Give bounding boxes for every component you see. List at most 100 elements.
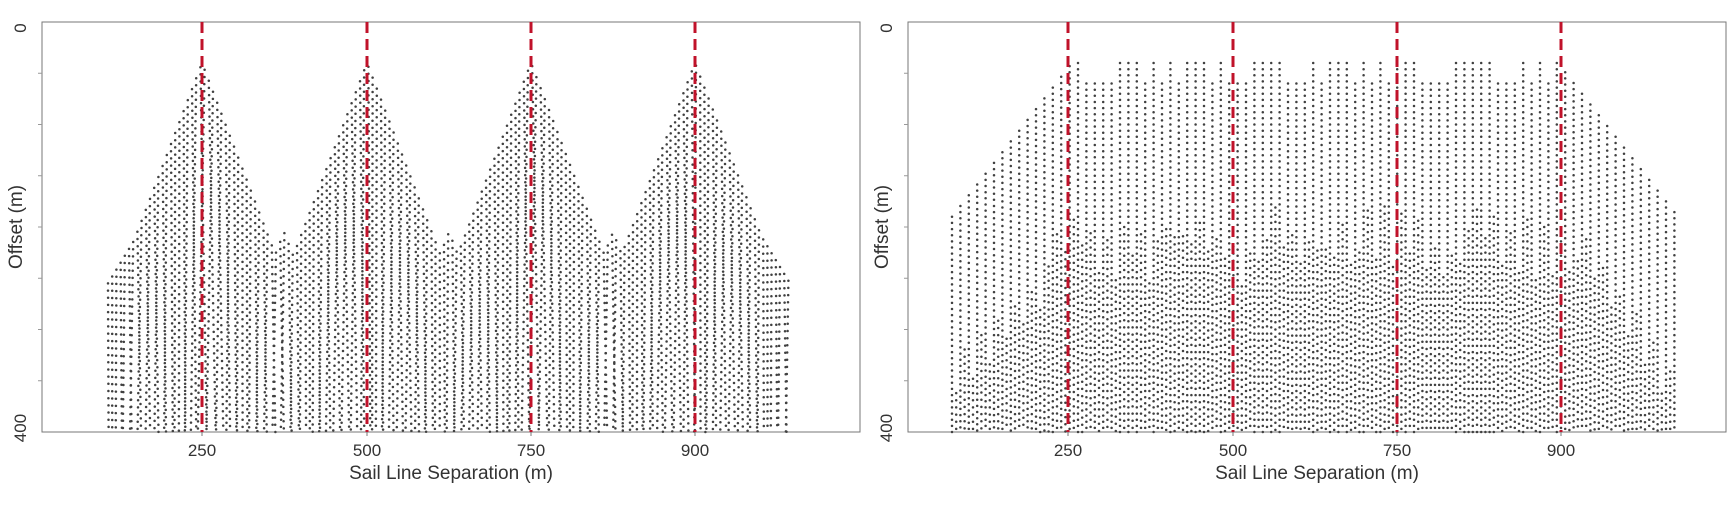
scatter-point (353, 288, 357, 292)
scatter-point (558, 414, 561, 417)
scatter-point (408, 211, 411, 214)
scatter-point (642, 348, 646, 352)
scatter-point (245, 250, 249, 253)
scatter-point (586, 308, 590, 311)
scatter-point (675, 192, 678, 196)
scatter-point (523, 248, 527, 252)
scatter-point (137, 287, 140, 291)
scatter-point (374, 424, 378, 428)
scatter-point (288, 307, 291, 310)
scatter-point (635, 263, 639, 266)
scatter-point (604, 351, 608, 355)
scatter-point (362, 367, 365, 370)
scatter-point (169, 149, 173, 153)
scatter-point (532, 233, 535, 237)
scatter-point (265, 401, 268, 405)
scatter-point (501, 293, 505, 296)
scatter-point (281, 325, 284, 328)
scatter-point (131, 283, 134, 287)
scatter-point (487, 311, 490, 315)
scatter-point (352, 234, 355, 238)
scatter-point (361, 269, 364, 273)
scatter-point (335, 224, 338, 228)
scatter-point (177, 321, 181, 325)
scatter-point (204, 360, 207, 363)
scatter-point (660, 344, 663, 347)
scatter-point (461, 338, 464, 342)
scatter-point (216, 334, 219, 338)
scatter-point (375, 194, 378, 198)
scatter-point (478, 305, 482, 308)
scatter-point (494, 351, 498, 354)
scatter-point (676, 167, 680, 171)
scatter-point (236, 185, 240, 188)
scatter-point (619, 300, 623, 303)
scatter-point (572, 232, 576, 235)
scatter-point (595, 391, 598, 394)
scatter-point (517, 177, 520, 181)
scatter-point (565, 411, 569, 414)
scatter-point (130, 319, 134, 323)
scatter-point (248, 339, 251, 343)
scatter-point (522, 306, 526, 309)
scatter-point (612, 305, 615, 308)
scatter-point (597, 416, 600, 419)
scatter-point (578, 357, 581, 361)
scatter-point (649, 294, 653, 298)
scatter-point (368, 266, 371, 269)
scatter-point (346, 346, 349, 349)
scatter-point (165, 182, 168, 185)
scatter-point (484, 179, 488, 182)
scatter-point (649, 384, 653, 387)
scatter-point (220, 323, 223, 327)
scatter-point (497, 196, 500, 200)
scatter-point (551, 141, 555, 144)
scatter-point (588, 311, 591, 315)
scatter-point (494, 315, 498, 318)
scatter-point (660, 387, 664, 391)
scatter-point (383, 173, 386, 177)
scatter-point (123, 254, 127, 258)
scatter-point (371, 212, 374, 216)
scatter-point (295, 259, 299, 262)
scatter-point (249, 261, 252, 264)
scatter-point (207, 320, 210, 323)
scatter-point (564, 238, 568, 242)
scatter-point (148, 409, 151, 413)
scatter-point (596, 319, 600, 322)
scatter-point (138, 345, 141, 348)
scatter-point (659, 279, 662, 283)
scatter-point (666, 275, 670, 279)
scatter-point (423, 351, 427, 355)
scatter-point (308, 333, 311, 337)
scatter-point (514, 407, 517, 410)
scatter-point (273, 294, 277, 297)
scatter-point (208, 108, 211, 111)
scatter-point (184, 364, 187, 367)
scatter-point (676, 210, 679, 214)
scatter-point (438, 352, 442, 355)
scatter-point (650, 333, 653, 337)
scatter-point (550, 205, 554, 209)
scatter-point (501, 286, 505, 289)
scatter-point (312, 215, 315, 218)
scatter-point (406, 318, 409, 322)
scatter-point (675, 221, 679, 225)
scatter-point (471, 255, 474, 258)
scatter-point (572, 375, 575, 379)
scatter-point (355, 417, 359, 421)
scatter-point (587, 340, 591, 344)
scatter-point (164, 247, 168, 250)
scatter-point (226, 270, 230, 274)
scatter-point (139, 255, 143, 258)
scatter-point (210, 237, 214, 240)
scatter-point (262, 243, 265, 247)
scatter-point (211, 126, 214, 129)
scatter-point (548, 166, 552, 169)
scatter-point (675, 185, 678, 189)
scatter-point (501, 207, 505, 210)
scatter-point (381, 403, 384, 406)
scatter-point (568, 364, 572, 368)
scatter-point (164, 408, 167, 412)
scatter-point (527, 410, 531, 414)
